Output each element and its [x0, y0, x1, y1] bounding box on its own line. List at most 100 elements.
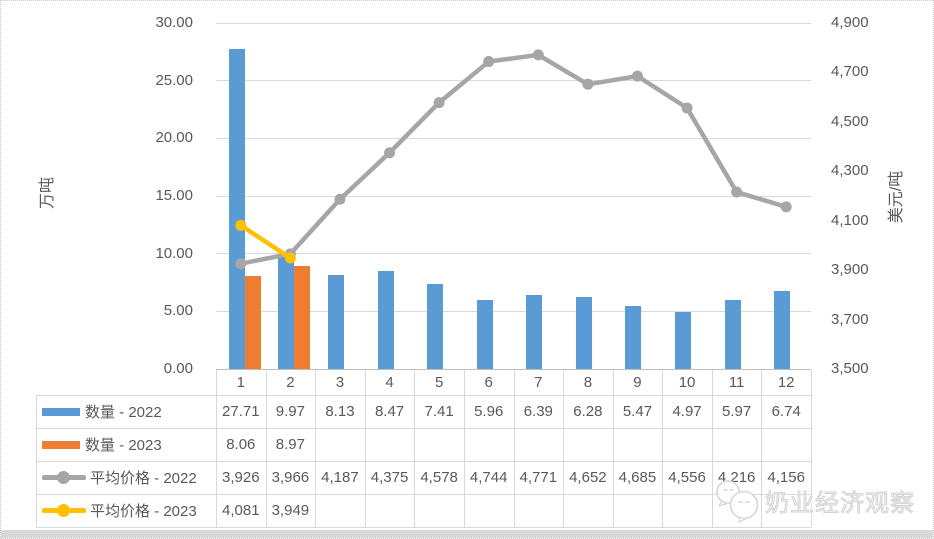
table-border: [315, 369, 317, 395]
value-cell: [414, 495, 464, 527]
value-cell: 4,771: [519, 469, 558, 486]
legend-item: 平均价格 - 2022: [36, 461, 216, 494]
legend-swatch-bar: [42, 407, 80, 416]
category-label: 10: [678, 373, 696, 391]
table-border: [761, 395, 763, 527]
table-border: [811, 369, 812, 395]
category-label: 7: [534, 373, 543, 391]
table-border: [513, 369, 515, 395]
category-label: 6: [484, 373, 493, 391]
legend-label: 平均价格 - 2023: [90, 503, 197, 520]
value-cell: 6.39: [523, 403, 553, 420]
gridline: [216, 253, 811, 255]
bar-数量-2022: [774, 291, 791, 369]
value-cell: 8.97: [275, 436, 305, 453]
value-cell: [613, 495, 663, 527]
line-平均价格-2022: [240, 52, 787, 266]
table-border: [265, 369, 267, 395]
value-cell: [613, 429, 663, 461]
legend-item: 数量 - 2023: [36, 428, 216, 461]
category-label: 4: [385, 373, 394, 391]
table-border: [36, 395, 811, 396]
table-border: [414, 369, 416, 395]
value-cell: 4,578: [420, 469, 458, 486]
value-cell: [365, 429, 415, 461]
value-cell: 5.47: [622, 403, 653, 420]
left-axis-tick: 30.00: [155, 14, 193, 31]
table-border: [761, 369, 763, 395]
category-label: 2: [286, 373, 295, 391]
marker-平均价格-2022: [384, 147, 396, 159]
gridline: [216, 368, 811, 370]
value-cell: [464, 495, 514, 527]
left-axis-title: 万吨: [39, 176, 56, 210]
marker-平均价格-2022: [681, 102, 693, 114]
category-label: 5: [434, 373, 444, 391]
legend-item: 平均价格 - 2023: [36, 494, 216, 527]
table-border: [662, 395, 664, 527]
legend-swatch-line-marker: [57, 504, 70, 517]
bar-数量-2022: [228, 49, 245, 369]
table-border: [364, 395, 366, 527]
bar-数量-2022: [377, 271, 394, 369]
category-label: 3: [335, 373, 345, 391]
value-cell: 6.74: [771, 403, 801, 420]
table-border: [36, 428, 811, 429]
value-cell: [514, 495, 564, 527]
table-border: [463, 395, 465, 527]
value-cell: [315, 495, 365, 527]
right-axis-tick: 4,100: [831, 211, 869, 229]
table-border: [265, 395, 267, 527]
table-border: [463, 369, 465, 395]
gridline: [216, 195, 811, 197]
watermark: 奶业经济观察: [713, 475, 915, 525]
category-label: 11: [728, 373, 745, 391]
right-axis-tick: 4,500: [831, 112, 869, 130]
left-axis-tick: 25.00: [155, 71, 193, 89]
table-border: [513, 395, 515, 527]
value-cell: 8.13: [325, 403, 355, 420]
value-cell: 4,156: [767, 469, 805, 486]
gridline: [216, 137, 811, 139]
value-cell: [563, 429, 613, 461]
bar-数量-2022: [625, 305, 642, 369]
right-axis-tick: 3,500: [831, 360, 869, 377]
legend-label: 平均价格 - 2022: [90, 470, 197, 487]
value-cell: 5.96: [474, 403, 504, 420]
value-cell: [662, 495, 712, 527]
table-border: [36, 395, 37, 527]
table-border: [364, 369, 366, 395]
gridline: [216, 22, 811, 24]
bar-数量-2022: [575, 296, 592, 369]
table-border: [36, 527, 811, 528]
right-axis-tick: 4,700: [831, 63, 869, 81]
wechat-icon: [716, 480, 759, 524]
left-axis-tick: 10.00: [155, 244, 193, 262]
value-cell: [315, 429, 365, 461]
value-cell: 7.41: [424, 403, 454, 420]
table-border: [612, 369, 614, 395]
table-border: [563, 395, 565, 527]
table-border: [662, 369, 664, 395]
table-border: [36, 494, 811, 495]
table-border: [612, 395, 614, 527]
table-border: [414, 395, 416, 527]
bar-数量-2022: [675, 311, 692, 369]
value-cell: 4,187: [321, 469, 359, 486]
bar-数量-2022: [526, 295, 543, 369]
value-cell: 6.28: [573, 403, 603, 420]
category-label: 9: [633, 373, 642, 391]
marker-平均价格-2022: [433, 97, 445, 109]
table-border: [811, 395, 812, 527]
right-axis-tick: 3,900: [831, 261, 869, 279]
category-label: 8: [583, 373, 593, 391]
marker-平均价格-2022: [483, 56, 495, 68]
table-border: [216, 369, 217, 395]
legend-swatch-line-marker: [57, 471, 70, 484]
value-cell: [761, 429, 811, 461]
table-border: [36, 461, 811, 462]
gridline: [216, 80, 811, 82]
bar-数量-2023: [294, 265, 311, 369]
bottom-strip: [1, 530, 933, 538]
value-cell: 3,966: [271, 469, 310, 486]
